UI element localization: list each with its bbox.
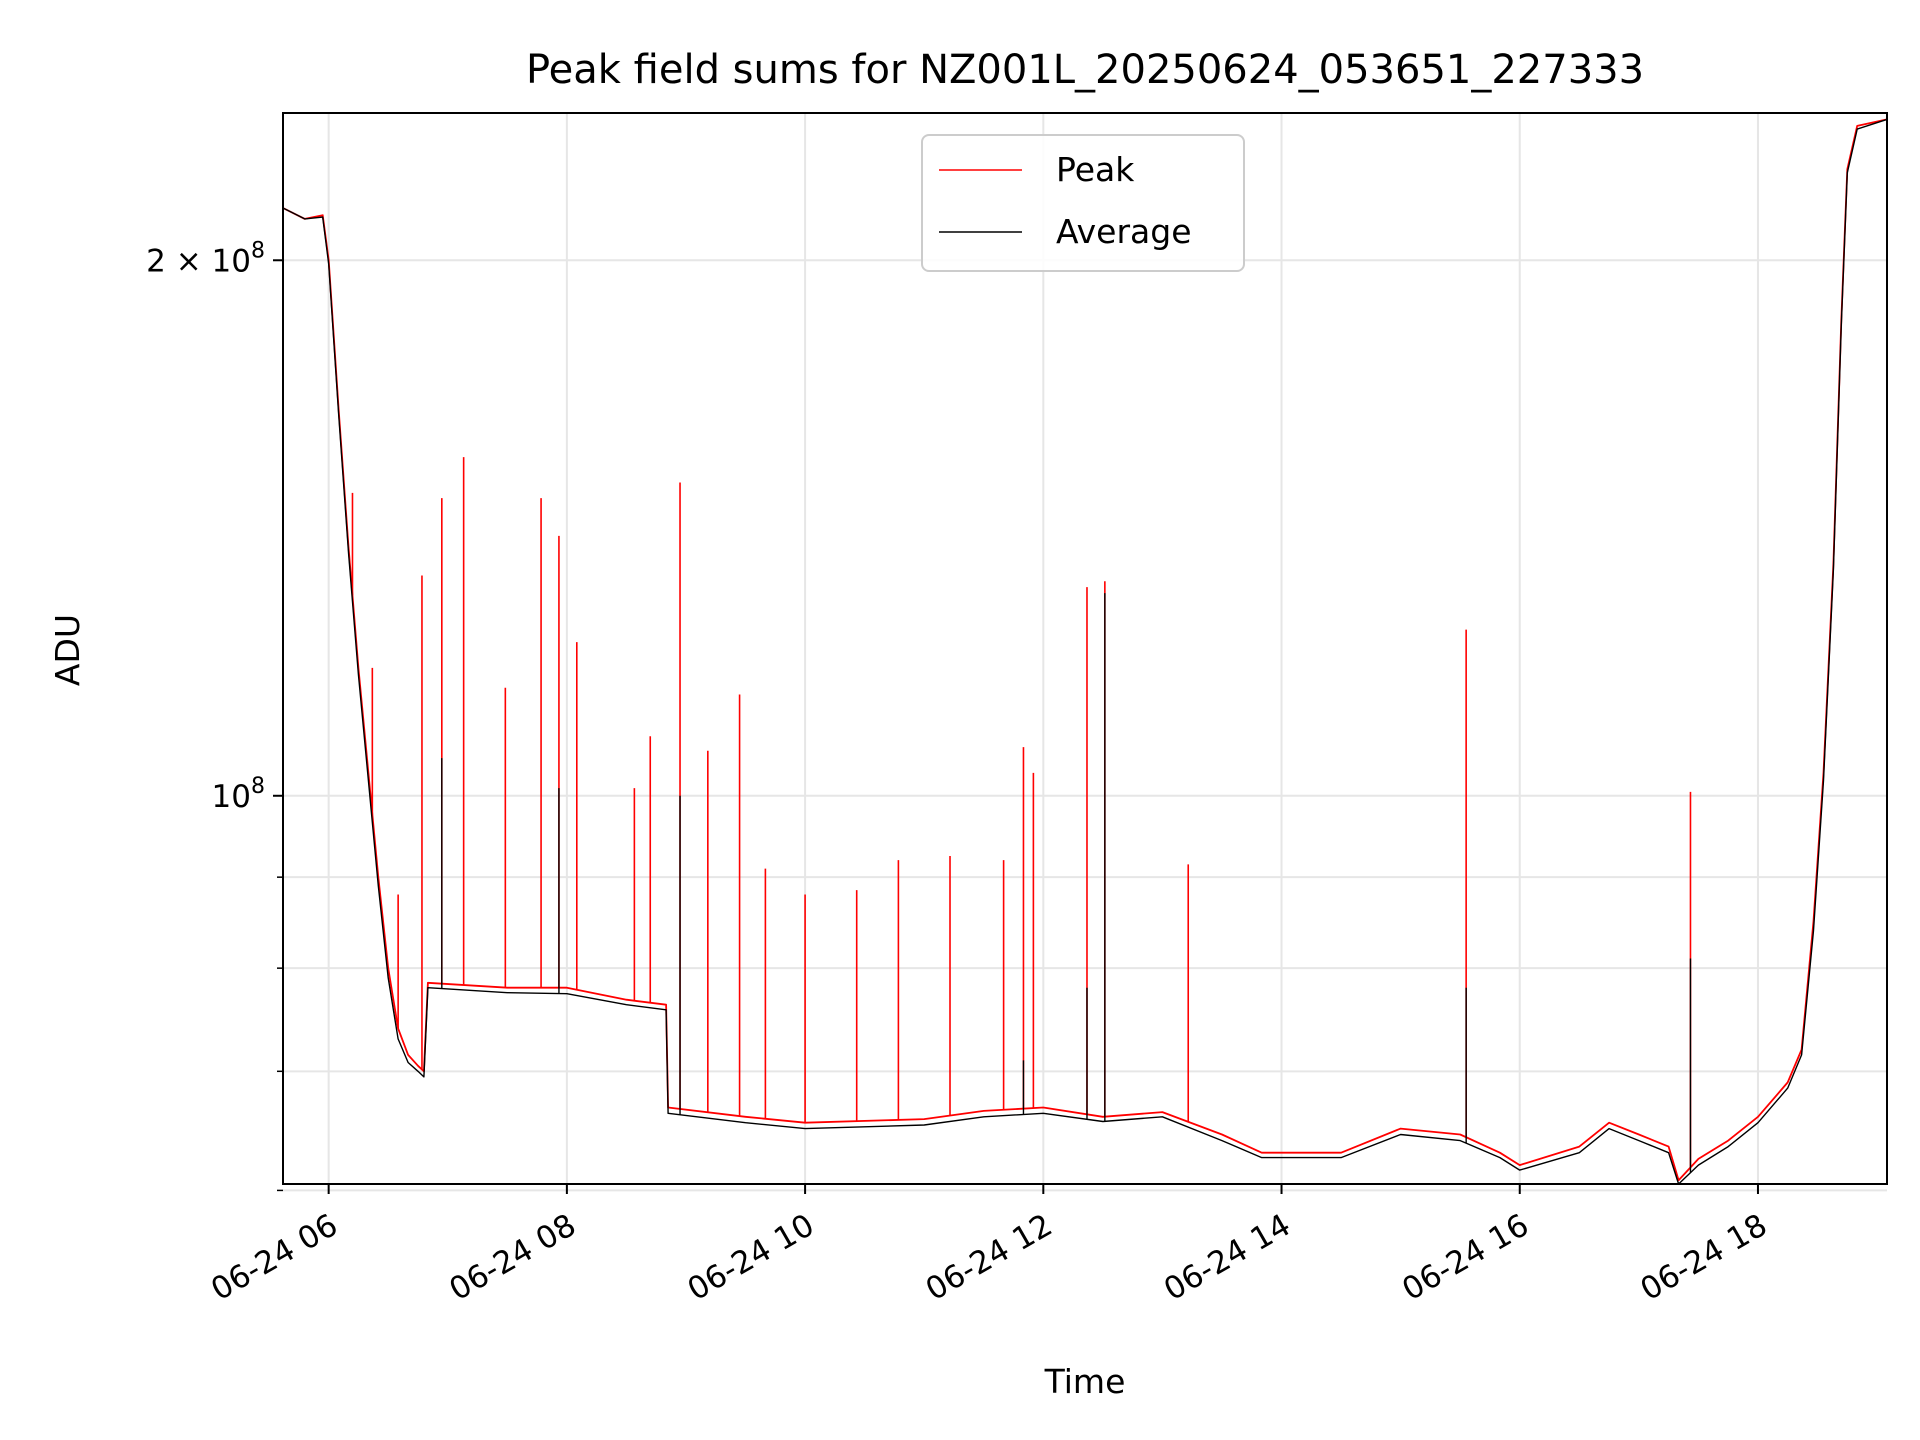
grid <box>283 113 1887 1192</box>
series-line-peak <box>282 118 1888 1182</box>
y-axis-label: ADU <box>48 614 87 686</box>
legend-label-peak: Peak <box>1056 150 1135 189</box>
series-layer <box>282 118 1888 1185</box>
legend-label-average: Average <box>1056 212 1192 251</box>
legend: Peak Average <box>921 134 1245 272</box>
plot-frame <box>282 112 1888 1185</box>
y-tick-label: 2 × 108 <box>146 238 265 279</box>
x-axis-label: Time <box>1044 1362 1126 1401</box>
series-line-average <box>282 118 1888 1185</box>
y-tick-label: 108 <box>212 774 265 815</box>
chart-title: Peak field sums for NZ001L_20250624_0536… <box>526 47 1644 93</box>
legend-box <box>921 134 1245 272</box>
